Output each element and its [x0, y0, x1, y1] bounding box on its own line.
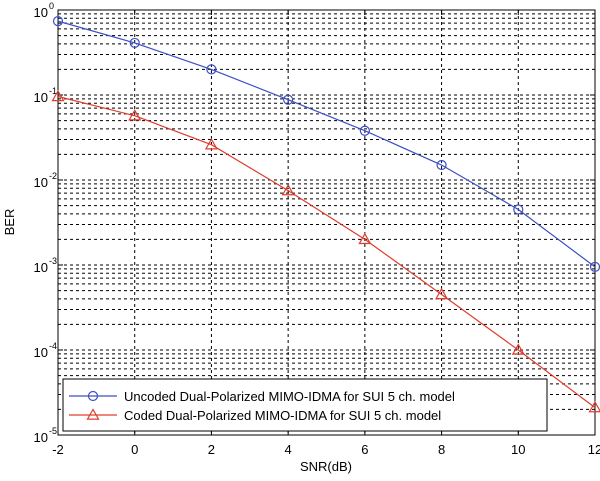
series-line: [58, 97, 595, 408]
y-tick-label-base: 10: [34, 260, 48, 275]
legend-box: [63, 379, 547, 431]
y-tick-label: 10-3: [34, 256, 57, 275]
legend-label: Uncoded Dual-Polarized MIMO-IDMA for SUI…: [124, 389, 455, 404]
x-tick-label: 2: [208, 442, 215, 457]
series-line: [58, 21, 595, 267]
grid: [58, 10, 595, 435]
x-tick-label: 6: [361, 442, 368, 457]
x-tick-label: -2: [52, 442, 64, 457]
legend: Uncoded Dual-Polarized MIMO-IDMA for SUI…: [63, 379, 547, 431]
legend-label: Coded Dual-Polarized MIMO-IDMA for SUI 5…: [124, 408, 441, 423]
y-tick-label-base: 10: [34, 175, 48, 190]
y-tick-label: 10-1: [34, 86, 57, 105]
y-tick-label-base: 10: [34, 90, 48, 105]
y-tick-label-exp: -3: [49, 256, 57, 266]
x-tick-label: 10: [511, 442, 525, 457]
y-tick-label: 10-4: [34, 341, 57, 360]
y-tick-label-exp: -2: [49, 171, 57, 181]
y-axis-title: BER: [2, 209, 17, 236]
y-tick-label-exp: 0: [49, 1, 54, 11]
x-tick-label: 4: [285, 442, 292, 457]
y-tick-label-base: 10: [34, 430, 48, 445]
x-tick-label: 8: [438, 442, 445, 457]
y-tick-label-exp: -5: [49, 426, 57, 436]
y-tick-label-base: 10: [34, 5, 48, 20]
x-tick-label: 12: [588, 442, 600, 457]
x-tick-label: 0: [131, 442, 138, 457]
series-0: [54, 17, 600, 272]
y-tick-label: 10-2: [34, 171, 57, 190]
plot-frame: [58, 10, 595, 435]
x-axis-title: SNR(dB): [300, 459, 352, 474]
y-tick-label-exp: -4: [49, 341, 57, 351]
y-tick-label-base: 10: [34, 345, 48, 360]
